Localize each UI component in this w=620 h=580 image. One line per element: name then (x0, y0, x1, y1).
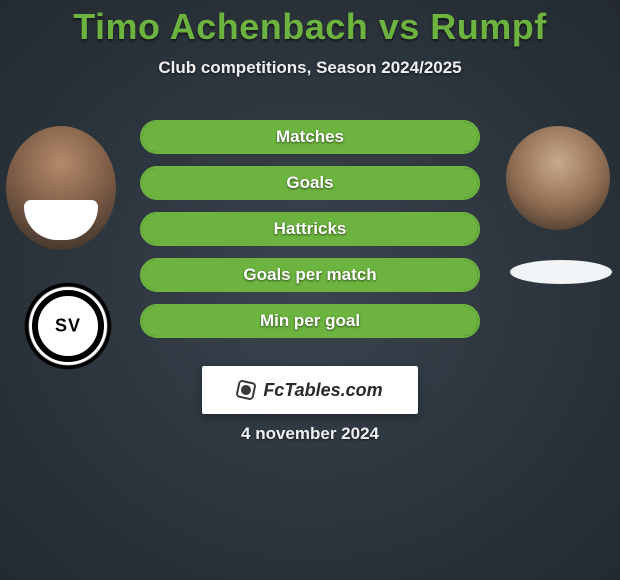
player-left-avatar (6, 126, 116, 250)
branding-icon (236, 379, 257, 400)
stat-label: Goals (142, 173, 478, 193)
club-logo-right (510, 260, 612, 284)
stat-row: Matches12 (140, 120, 480, 154)
branding-badge[interactable]: FcTables.com (202, 366, 418, 414)
stat-row: Goals0 (140, 166, 480, 200)
club-logo-left-text: SV (55, 316, 81, 337)
stat-label: Goals per match (142, 265, 478, 285)
date-label: 4 november 2024 (0, 424, 620, 444)
stat-label: Matches (142, 127, 478, 147)
stat-label: Hattricks (142, 219, 478, 239)
stat-row: Hattricks0 (140, 212, 480, 246)
stat-row: Min per goal (140, 304, 480, 338)
stat-label: Min per goal (142, 311, 478, 331)
branding-text: FcTables.com (263, 380, 382, 401)
stat-row: Goals per match (140, 258, 480, 292)
page-title: Timo Achenbach vs Rumpf (0, 0, 620, 48)
player-right-avatar (506, 126, 610, 230)
stats-table: Matches12 Goals0 Hattricks0 Goals per match… (140, 120, 480, 350)
club-logo-left: SV (20, 280, 116, 372)
page-subtitle: Club competitions, Season 2024/2025 (0, 58, 620, 78)
